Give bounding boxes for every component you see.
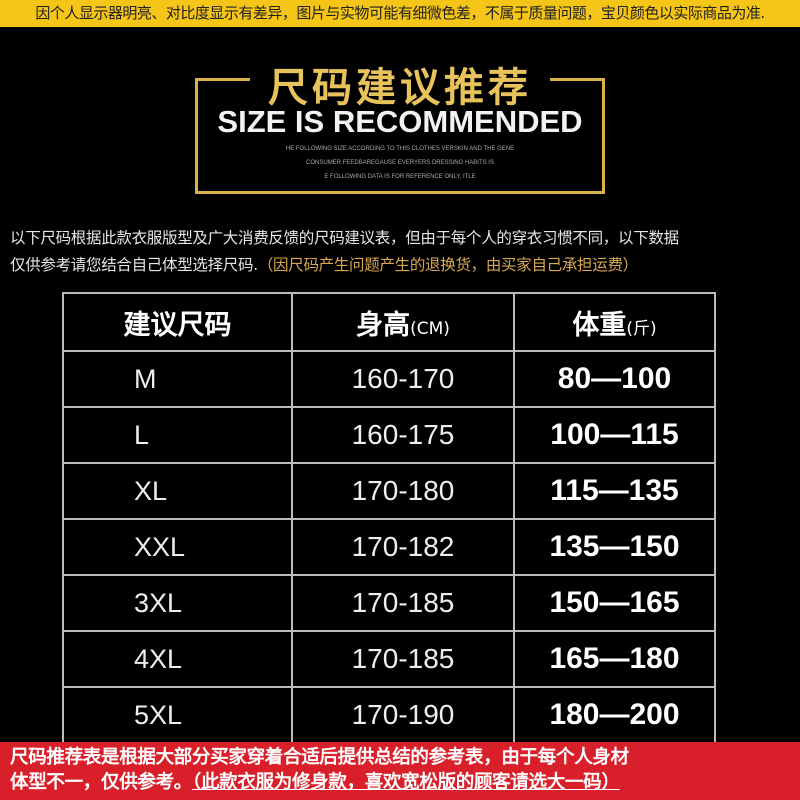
header-label: 体重: [572, 309, 627, 341]
size-cell: 3XL: [62, 574, 293, 632]
table-row: L 160-175 100—115: [62, 406, 716, 464]
subtitle-line: E FOLLOWING DATA IS FOR REFERENCE ONLY, …: [324, 174, 476, 180]
height-cell: 160-170: [291, 350, 515, 408]
weight-cell: 180—200: [513, 686, 716, 744]
subtitle-line: CONSUMER FEEDBAREGAUSE EVERYERS DRESSING…: [306, 160, 494, 166]
header-unit: (斤): [626, 318, 657, 339]
size-cell: M: [62, 350, 293, 408]
size-cell: 4XL: [62, 630, 293, 688]
weight-cell: 80—100: [513, 350, 716, 408]
bottom-notice: 尺码推荐表是根据大部分买家穿着合适后提供总结的参考表，由于每个人身材 体型不一，…: [0, 742, 800, 800]
subtitle-line: HE FOLLOWING SIZE ACCORDING TO THIS CLOT…: [285, 146, 515, 152]
header-label: 建议尺码: [123, 309, 232, 341]
height-cell: 170-182: [291, 518, 515, 576]
intro-line: 仅供参考请您结合自己体型选择尺码.: [10, 256, 258, 274]
height-cell: 160-175: [291, 406, 515, 464]
table-row: XL 170-180 115—135: [62, 462, 716, 520]
height-cell: 170-190: [291, 686, 515, 744]
weight-cell: 135—150: [513, 518, 716, 576]
size-table: 建议尺码 身高(CM) 体重(斤) M 160-170 80—100 L 160-175 10…: [62, 292, 716, 744]
intro-line: 以下尺码根据此款衣服版型及广大消费反馈的尺码建议表，但由于每个人的穿衣习惯不同，…: [10, 229, 679, 247]
column-header: 身高(CM): [291, 292, 515, 352]
weight-cell: 150—165: [513, 574, 716, 632]
title-en: SIZE IS RECOMMENDED: [217, 104, 583, 139]
table-row: 3XL 170-185 150—165: [62, 574, 716, 632]
top-notice: 因个人显示器明亮、对比度显示有差异，图片与实物可能有细微色差，不属于质量问题，宝…: [0, 0, 800, 27]
intro-highlight: （因尺码产生问题产生的退换货，由买家自己承担运费）: [257, 256, 638, 274]
intro-text: 以下尺码根据此款衣服版型及广大消费反馈的尺码建议表，但由于每个人的穿衣习惯不同，…: [10, 225, 800, 279]
header-label: 身高: [356, 309, 411, 341]
height-cell: 170-185: [291, 574, 515, 632]
table-row: 4XL 170-185 165—180: [62, 630, 716, 688]
bottom-notice-line: 尺码推荐表是根据大部分买家穿着合适后提供总结的参考表，由于每个人身材: [10, 747, 629, 768]
title-cn: 尺码建议推荐: [268, 65, 532, 111]
size-cell: XL: [62, 462, 293, 520]
table-row: XXL 170-182 135—150: [62, 518, 716, 576]
weight-cell: 100—115: [513, 406, 716, 464]
height-cell: 170-180: [291, 462, 515, 520]
table-row: M 160-170 80—100: [62, 350, 716, 408]
weight-cell: 115—135: [513, 462, 716, 520]
column-header: 体重(斤): [513, 292, 716, 352]
height-cell: 170-185: [291, 630, 515, 688]
size-cell: 5XL: [62, 686, 293, 744]
size-cell: L: [62, 406, 293, 464]
column-header: 建议尺码: [62, 292, 293, 352]
table-row: 5XL 170-190 180—200: [62, 686, 716, 744]
header-unit: (CM): [410, 318, 450, 339]
bottom-notice-line: 体型不一，仅供参考。: [10, 772, 193, 793]
weight-cell: 165—180: [513, 630, 716, 688]
bottom-notice-underlined: （此款衣服为修身款，喜欢宽松版的顾客请选大一码）: [192, 772, 620, 793]
size-cell: XXL: [62, 518, 293, 576]
